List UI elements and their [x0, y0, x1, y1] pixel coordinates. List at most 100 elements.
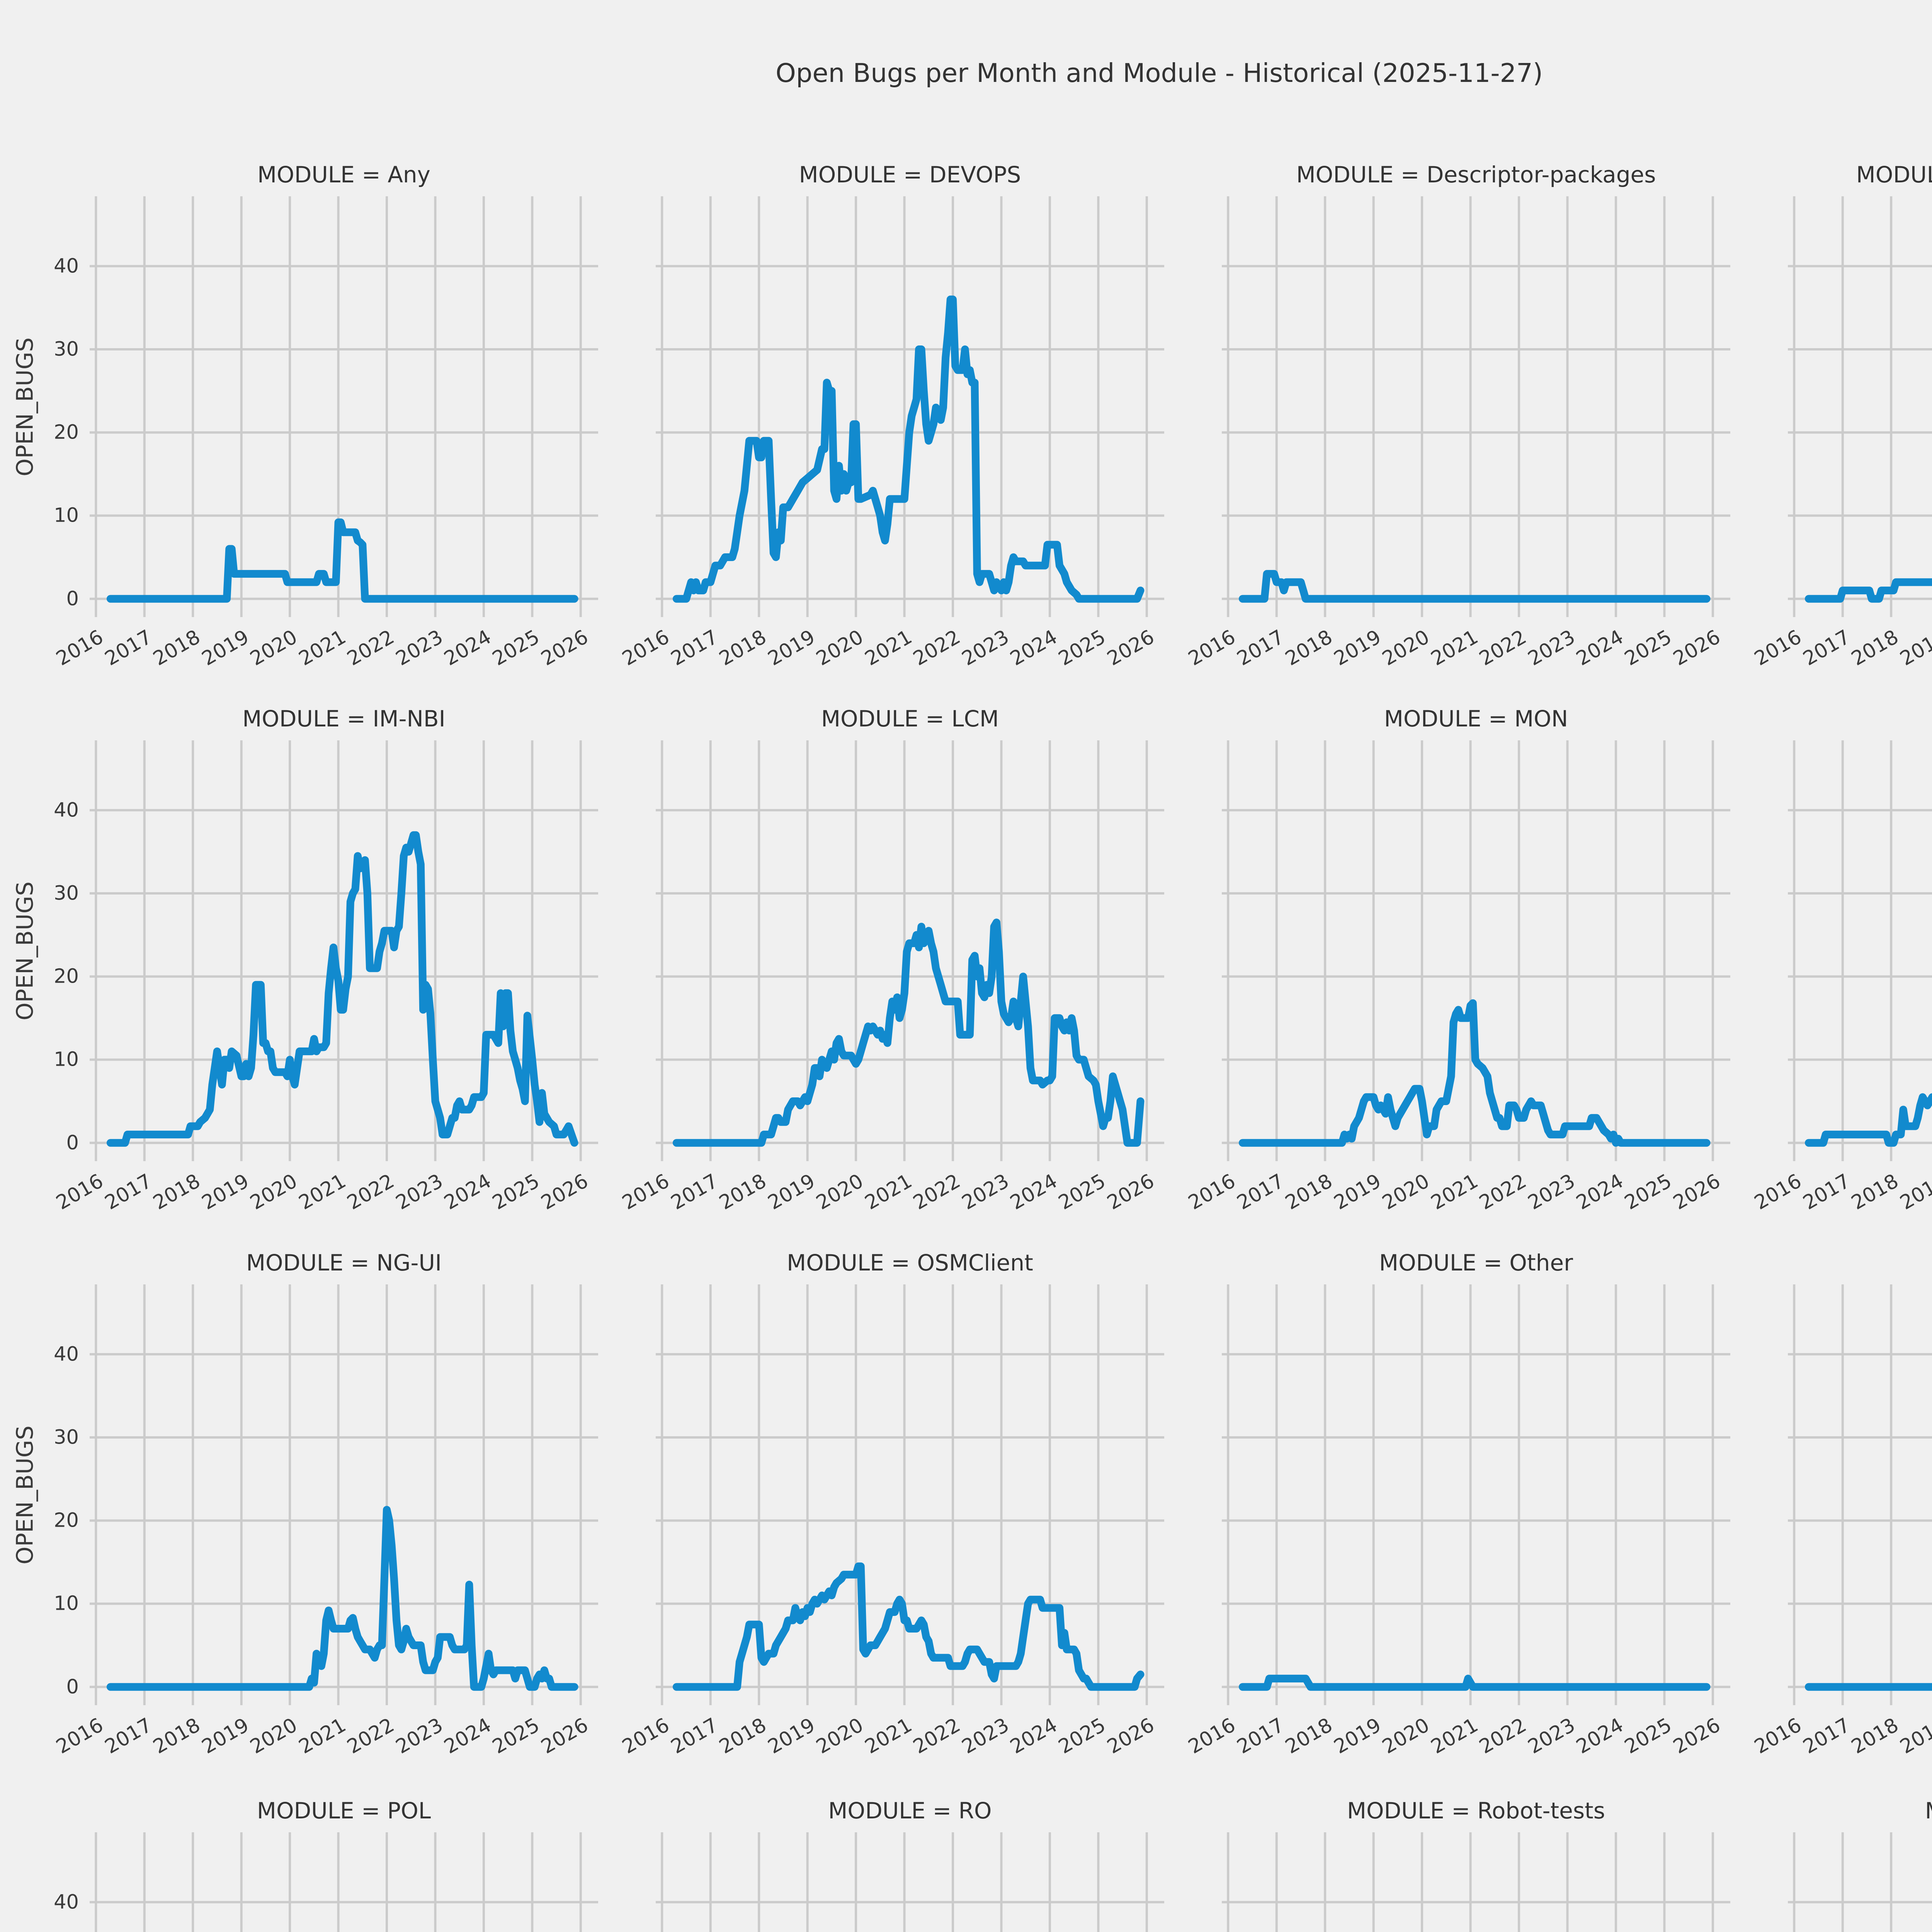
- facet-title: MODULE = Unknown: [1765, 1798, 1932, 1824]
- x-tick-label: 2024: [1006, 626, 1061, 670]
- x-tick-label: 2017: [1233, 1714, 1288, 1759]
- x-tick-label: 2023: [958, 1170, 1013, 1214]
- x-tick-label: 2022: [1475, 626, 1531, 670]
- facet-DEVOPS: MODULE = DEVOPS 2016 2017 2018 2019 2020 2021 2…: [619, 162, 1164, 670]
- x-tick-label: 2025: [1054, 1714, 1110, 1759]
- x-tick-label: 2016: [52, 626, 107, 670]
- x-tick-label: 2023: [1524, 1170, 1579, 1214]
- y-tick-label: 40: [54, 255, 79, 278]
- open-bugs-line: [672, 295, 1145, 603]
- facet-plot: [1222, 1832, 1730, 1932]
- x-tick-label: 2016: [618, 626, 673, 670]
- y-tick-label: 40: [54, 799, 79, 822]
- facet-N2VC: MODULE = N2VC201620172018201920202021202…: [1751, 740, 1932, 1214]
- y-axis-label: OPEN_BUGS: [11, 881, 38, 1020]
- y-tick-label: 10: [54, 504, 79, 527]
- x-tick-label: 2018: [1847, 1170, 1903, 1214]
- x-tick-label: 2016: [1750, 1170, 1806, 1214]
- x-tick-label: 2019: [198, 1714, 253, 1759]
- facet-plot: [656, 740, 1164, 1161]
- x-tick-label: 2016: [1750, 626, 1806, 670]
- x-tick-label: 2022: [343, 626, 398, 670]
- facet-plot: [1788, 196, 1932, 617]
- facet-plot: [1222, 740, 1730, 1161]
- x-tick-label: 2020: [246, 1714, 301, 1759]
- x-tick-label: 2026: [1103, 1714, 1158, 1759]
- x-tick-label: 2020: [812, 626, 867, 670]
- y-tick-label: 10: [54, 1048, 79, 1071]
- x-tick-label: 2026: [537, 626, 592, 670]
- x-tick-label: 2022: [343, 1714, 398, 1759]
- open-bugs-line: [106, 831, 578, 1147]
- x-tick-label: 2022: [909, 626, 964, 670]
- x-tick-label: 2017: [101, 1714, 156, 1759]
- x-tick-label: 2022: [1475, 1714, 1531, 1759]
- open-bugs-line: [1804, 578, 1932, 603]
- x-tick-label: 2016: [52, 1170, 107, 1214]
- x-tick-label: 2017: [101, 626, 156, 670]
- facet-plot: [90, 740, 598, 1161]
- x-tick-label: 2021: [1427, 1170, 1482, 1214]
- x-tick-label: 2018: [1281, 1714, 1337, 1759]
- x-tick-label: 2025: [1054, 626, 1110, 670]
- facet-title: MODULE = Descriptor-packages: [1296, 162, 1656, 188]
- x-tick-label: 2018: [715, 1714, 770, 1759]
- x-tick-label: 2024: [1572, 1170, 1628, 1214]
- x-tick-label: 2021: [295, 1170, 350, 1214]
- x-tick-label: 2017: [1233, 1170, 1288, 1214]
- x-tick-label: 2019: [764, 626, 819, 670]
- x-tick-label: 2026: [1103, 1170, 1158, 1214]
- facet-LCM: MODULE = LCM 2016 2017 2018 2019 2020 2021 2022…: [619, 706, 1164, 1214]
- x-tick-label: 2023: [1524, 626, 1579, 670]
- facet-plot: [1788, 740, 1932, 1161]
- x-tick-label: 2024: [440, 1170, 495, 1214]
- y-axis-label: OPEN_BUGS: [11, 1425, 38, 1565]
- facet-title: MODULE = NG-UI: [246, 1250, 442, 1276]
- facet-plot: [90, 196, 598, 617]
- facet-plot: [656, 1284, 1164, 1705]
- facet-plot: [656, 1832, 1164, 1932]
- facet-title: MODULE = Any: [257, 162, 430, 188]
- x-tick-label: 2016: [52, 1714, 107, 1759]
- facet-title: MODULE = PLA: [1765, 1250, 1932, 1276]
- open-bugs-line: [1804, 1683, 1932, 1691]
- x-tick-label: 2025: [1621, 626, 1676, 670]
- x-tick-label: 2016: [1184, 1170, 1240, 1214]
- x-tick-label: 2019: [764, 1170, 819, 1214]
- x-tick-label: 2023: [958, 1714, 1013, 1759]
- x-tick-label: 2018: [1847, 626, 1903, 670]
- facet-plot: [656, 196, 1164, 617]
- x-tick-label: 2020: [812, 1170, 867, 1214]
- x-tick-label: 2024: [440, 1714, 495, 1759]
- facet-MON: MODULE = MON 2016 2017 2018 2019 2020 2021 2022…: [1185, 706, 1730, 1214]
- x-tick-label: 2019: [198, 626, 253, 670]
- x-tick-label: 2017: [667, 626, 722, 670]
- facet-PLA: MODULE = PLA2016201720182019202020212022…: [1751, 1284, 1932, 1759]
- x-tick-label: 2018: [1281, 1170, 1337, 1214]
- y-tick-label: 30: [54, 1426, 79, 1449]
- x-tick-label: 2019: [198, 1170, 253, 1214]
- x-tick-label: 2019: [764, 1714, 819, 1759]
- x-tick-label: 2018: [149, 626, 204, 670]
- x-tick-label: 2025: [1621, 1714, 1676, 1759]
- x-tick-label: 2026: [1103, 626, 1158, 670]
- open-bugs-line: [106, 518, 578, 603]
- x-tick-label: 2022: [343, 1170, 398, 1214]
- x-tick-label: 2026: [1669, 1714, 1725, 1759]
- y-tick-label: 20: [54, 421, 79, 444]
- facet-title: MODULE = N2VC: [1765, 706, 1932, 732]
- x-tick-label: 2021: [1427, 626, 1482, 670]
- x-tick-label: 2020: [246, 1170, 301, 1214]
- x-tick-label: 2021: [861, 1714, 916, 1759]
- x-tick-label: 2025: [488, 1714, 544, 1759]
- open-bugs-line: [1238, 570, 1711, 603]
- x-tick-label: 2025: [1054, 1170, 1110, 1214]
- facet-plot: [1222, 1284, 1730, 1705]
- x-tick-label: 2018: [149, 1170, 204, 1214]
- x-tick-label: 2025: [488, 1170, 544, 1214]
- x-tick-label: 2026: [1669, 1170, 1725, 1214]
- x-tick-label: 2021: [295, 1714, 350, 1759]
- y-tick-label: 20: [54, 965, 79, 988]
- x-tick-label: 2019: [1330, 1714, 1385, 1759]
- facet-title: MODULE = IM-NBI: [242, 706, 446, 732]
